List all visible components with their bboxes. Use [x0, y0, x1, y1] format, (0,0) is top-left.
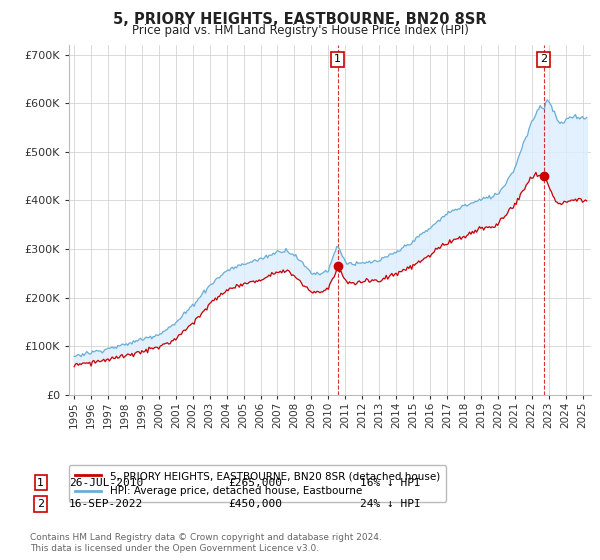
Text: Price paid vs. HM Land Registry's House Price Index (HPI): Price paid vs. HM Land Registry's House … — [131, 24, 469, 36]
Text: Contains HM Land Registry data © Crown copyright and database right 2024.
This d: Contains HM Land Registry data © Crown c… — [30, 533, 382, 553]
Text: 24% ↓ HPI: 24% ↓ HPI — [360, 499, 421, 509]
Legend: 5, PRIORY HEIGHTS, EASTBOURNE, BN20 8SR (detached house), HPI: Average price, de: 5, PRIORY HEIGHTS, EASTBOURNE, BN20 8SR … — [69, 465, 446, 502]
Text: £450,000: £450,000 — [228, 499, 282, 509]
Text: 5, PRIORY HEIGHTS, EASTBOURNE, BN20 8SR: 5, PRIORY HEIGHTS, EASTBOURNE, BN20 8SR — [113, 12, 487, 27]
Text: 2: 2 — [37, 499, 44, 509]
Text: 2: 2 — [540, 54, 547, 64]
Text: 26-JUL-2010: 26-JUL-2010 — [69, 478, 143, 488]
Text: 16% ↓ HPI: 16% ↓ HPI — [360, 478, 421, 488]
Text: 16-SEP-2022: 16-SEP-2022 — [69, 499, 143, 509]
Text: 1: 1 — [37, 478, 44, 488]
Text: £265,000: £265,000 — [228, 478, 282, 488]
Text: 1: 1 — [334, 54, 341, 64]
